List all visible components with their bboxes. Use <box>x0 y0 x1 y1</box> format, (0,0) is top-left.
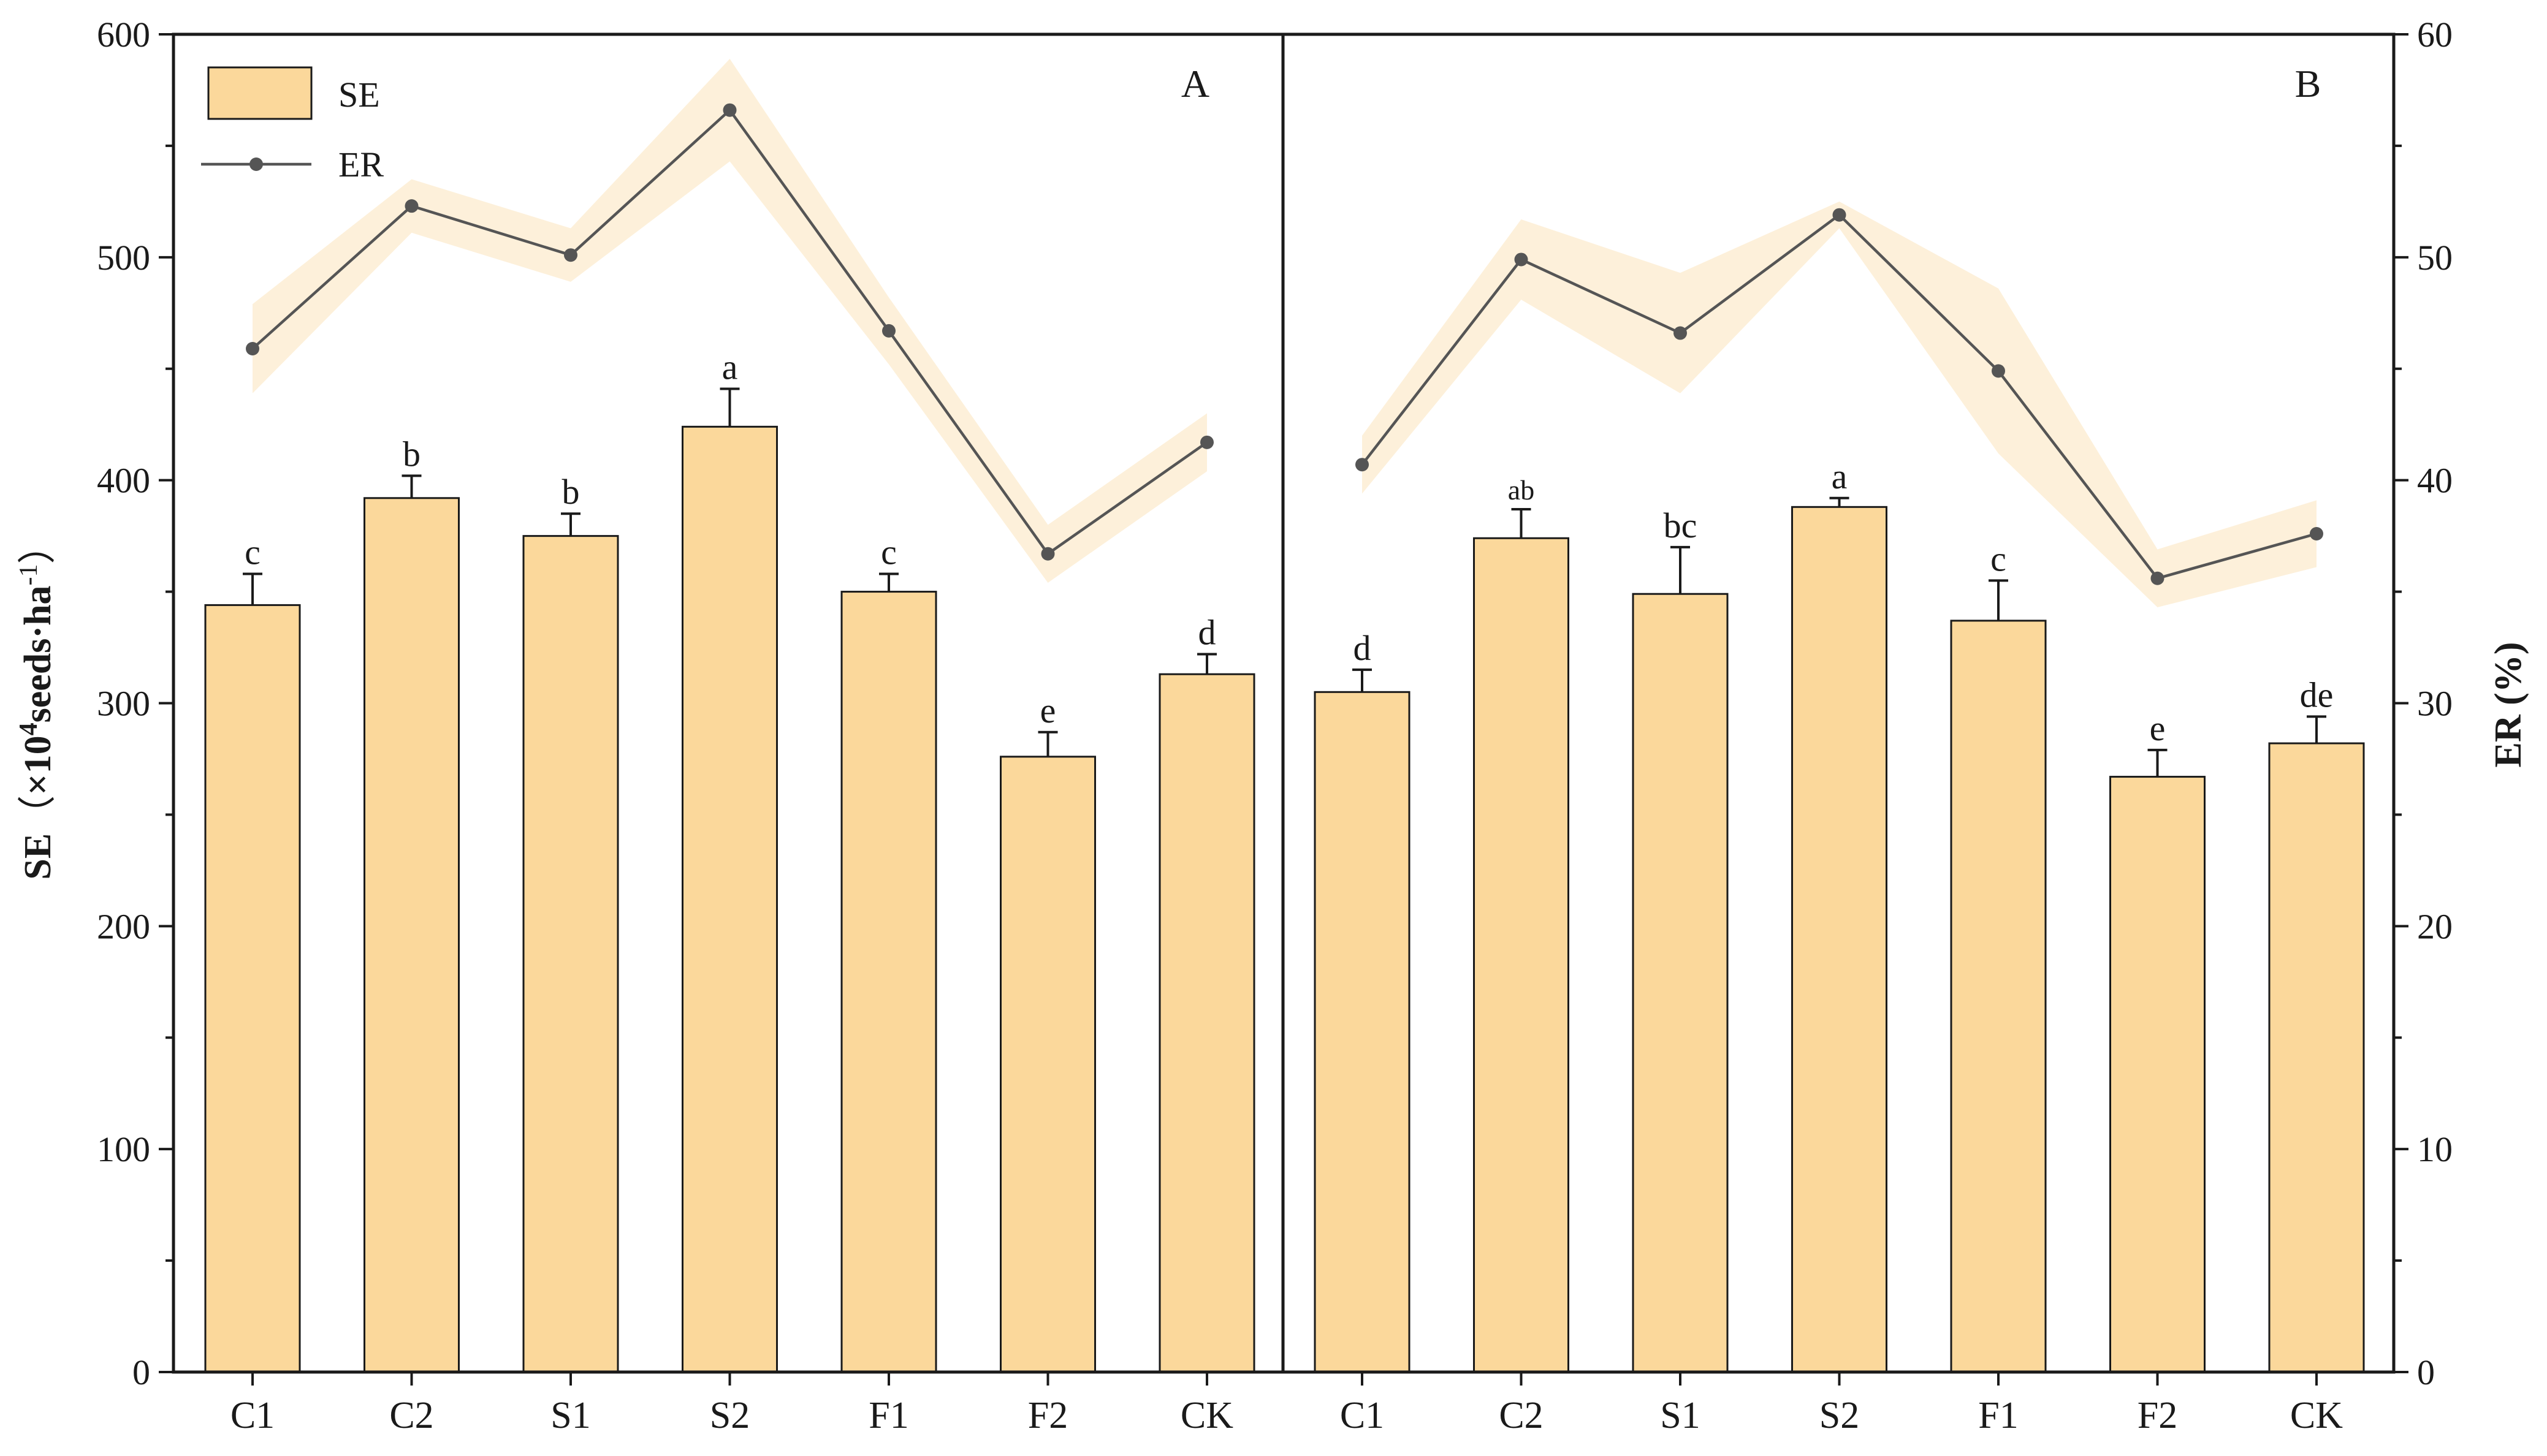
er-lines-layer <box>246 103 2323 585</box>
y-right-tick-label-60: 60 <box>2417 15 2453 55</box>
er-point-a-s2 <box>723 103 737 117</box>
se-bars-layer <box>204 387 2365 1373</box>
er-bands-layer <box>253 59 2317 608</box>
panel-label-a: A <box>1181 62 1209 105</box>
er-point-a-c2 <box>405 199 419 213</box>
se-bar-b-c1 <box>1314 691 1411 1373</box>
y-left-title-paren-close: ） <box>17 526 59 564</box>
y-left-tick-label-300: 300 <box>97 684 150 724</box>
se-bar-b-ck <box>2268 742 2365 1373</box>
y-right-tick-label-10: 10 <box>2417 1129 2453 1169</box>
legend-label-er: ER <box>338 145 384 184</box>
y-left-title-sup: 4 <box>15 722 43 735</box>
legend-swatch-er-dot <box>249 157 263 171</box>
sig-letter-a-c1: c <box>245 532 261 572</box>
se-bar-b-f1 <box>1950 620 2047 1373</box>
legend-label-se: SE <box>338 75 380 115</box>
er-point-b-f2 <box>2150 571 2164 585</box>
sig-letter-b-f1: c <box>1990 539 2006 578</box>
er-point-a-ck <box>1200 435 1214 449</box>
sig-letter-b-s2: a <box>1832 457 1848 496</box>
se-bar-b-s1 <box>1632 593 1729 1373</box>
panel-label-b: B <box>2295 62 2321 105</box>
category-label-b-f1: F1 <box>1978 1395 2018 1436</box>
sig-letter-a-f2: e <box>1040 691 1056 730</box>
y-left-tick-label-100: 100 <box>97 1129 150 1169</box>
se-bar-a-f1 <box>840 591 937 1373</box>
y-left-tick-label-500: 500 <box>97 238 150 278</box>
category-label-a-c2: C2 <box>389 1395 433 1436</box>
y-left-tick-label-0: 0 <box>132 1352 150 1392</box>
er-point-a-f2 <box>1041 547 1055 561</box>
category-label-b-s2: S2 <box>1819 1395 1859 1436</box>
y-right-tick-label-50: 50 <box>2417 238 2453 278</box>
y-left-title-unit-mid: seeds·ha <box>17 585 59 722</box>
se-bar-b-f2 <box>2109 776 2206 1373</box>
y-right-tick-label-30: 30 <box>2417 684 2453 724</box>
sig-letter-a-f1: c <box>881 532 897 572</box>
er-point-b-c1 <box>1355 458 1369 472</box>
sig-letter-b-s1: bc <box>1664 506 1697 545</box>
y-left-title-unit: ×10 <box>17 735 59 795</box>
se-bar-b-s2 <box>1791 506 1887 1373</box>
legend: SE ER <box>201 66 384 184</box>
er-band-panel-b <box>1362 201 2317 608</box>
category-label-a-s2: S2 <box>710 1395 750 1436</box>
labels-layer: c C1 b C2 b S1 a S2 c F1 e F2 d CK Ad C1 ab C2 bc S1 a S2 c F1 e… <box>15 15 2529 1436</box>
se-bar-a-s1 <box>522 535 619 1373</box>
category-label-a-f1: F1 <box>869 1395 908 1436</box>
axes-layer <box>159 32 2408 1386</box>
legend-swatch-se <box>207 66 313 120</box>
er-band-panel-a <box>253 59 1207 583</box>
er-point-b-c2 <box>1514 252 1528 267</box>
category-label-b-s1: S1 <box>1660 1395 1700 1436</box>
sig-letter-b-f2: e <box>2150 708 2166 748</box>
er-point-b-s2 <box>1832 208 1846 222</box>
se-bar-a-s2 <box>682 425 778 1373</box>
sig-letter-b-c2: ab <box>1508 474 1534 506</box>
y-left-title-sup2: -1 <box>15 564 43 585</box>
category-label-b-ck: CK <box>2290 1395 2343 1436</box>
category-label-a-c1: C1 <box>230 1395 275 1436</box>
y-left-tick-label-200: 200 <box>97 906 150 946</box>
y-right-tick-label-40: 40 <box>2417 461 2453 501</box>
se-bar-a-f2 <box>1000 756 1096 1373</box>
category-label-a-f2: F2 <box>1028 1395 1068 1436</box>
category-label-b-f2: F2 <box>2138 1395 2177 1436</box>
y-right-tick-label-0: 0 <box>2417 1352 2435 1392</box>
se-bar-b-c2 <box>1473 537 1569 1373</box>
er-point-b-f1 <box>1992 364 2005 378</box>
y-left-title-main: SE <box>17 833 59 880</box>
se-bar-a-c2 <box>364 497 460 1373</box>
y-left-title-paren: （ <box>17 795 59 833</box>
er-point-a-c1 <box>246 342 259 356</box>
sig-letter-a-s2: a <box>722 347 738 387</box>
sig-letter-a-c2: b <box>403 434 421 474</box>
er-point-a-f1 <box>882 324 896 338</box>
er-point-b-s1 <box>1673 326 1687 340</box>
se-bar-a-ck <box>1159 673 1255 1373</box>
sig-letter-a-ck: d <box>1198 612 1216 652</box>
y-left-tick-label-600: 600 <box>97 15 150 55</box>
category-label-b-c1: C1 <box>1340 1395 1384 1436</box>
category-label-a-s1: S1 <box>550 1395 590 1436</box>
er-point-a-s1 <box>564 248 577 262</box>
er-point-b-ck <box>2310 526 2323 540</box>
y-left-axis-title: SE（×104seeds·ha-1） <box>15 526 59 879</box>
sig-letter-a-s1: b <box>562 472 580 512</box>
se-bar-a-c1 <box>204 604 301 1373</box>
y-right-axis-title: ER (%) <box>2488 642 2529 768</box>
category-label-b-c2: C2 <box>1499 1395 1543 1436</box>
sig-letter-b-c1: d <box>1353 628 1371 668</box>
y-right-tick-label-20: 20 <box>2417 906 2453 946</box>
sig-letter-b-ck: de <box>2300 675 2334 715</box>
y-left-tick-label-400: 400 <box>97 461 150 501</box>
category-label-a-ck: CK <box>1181 1395 1233 1436</box>
